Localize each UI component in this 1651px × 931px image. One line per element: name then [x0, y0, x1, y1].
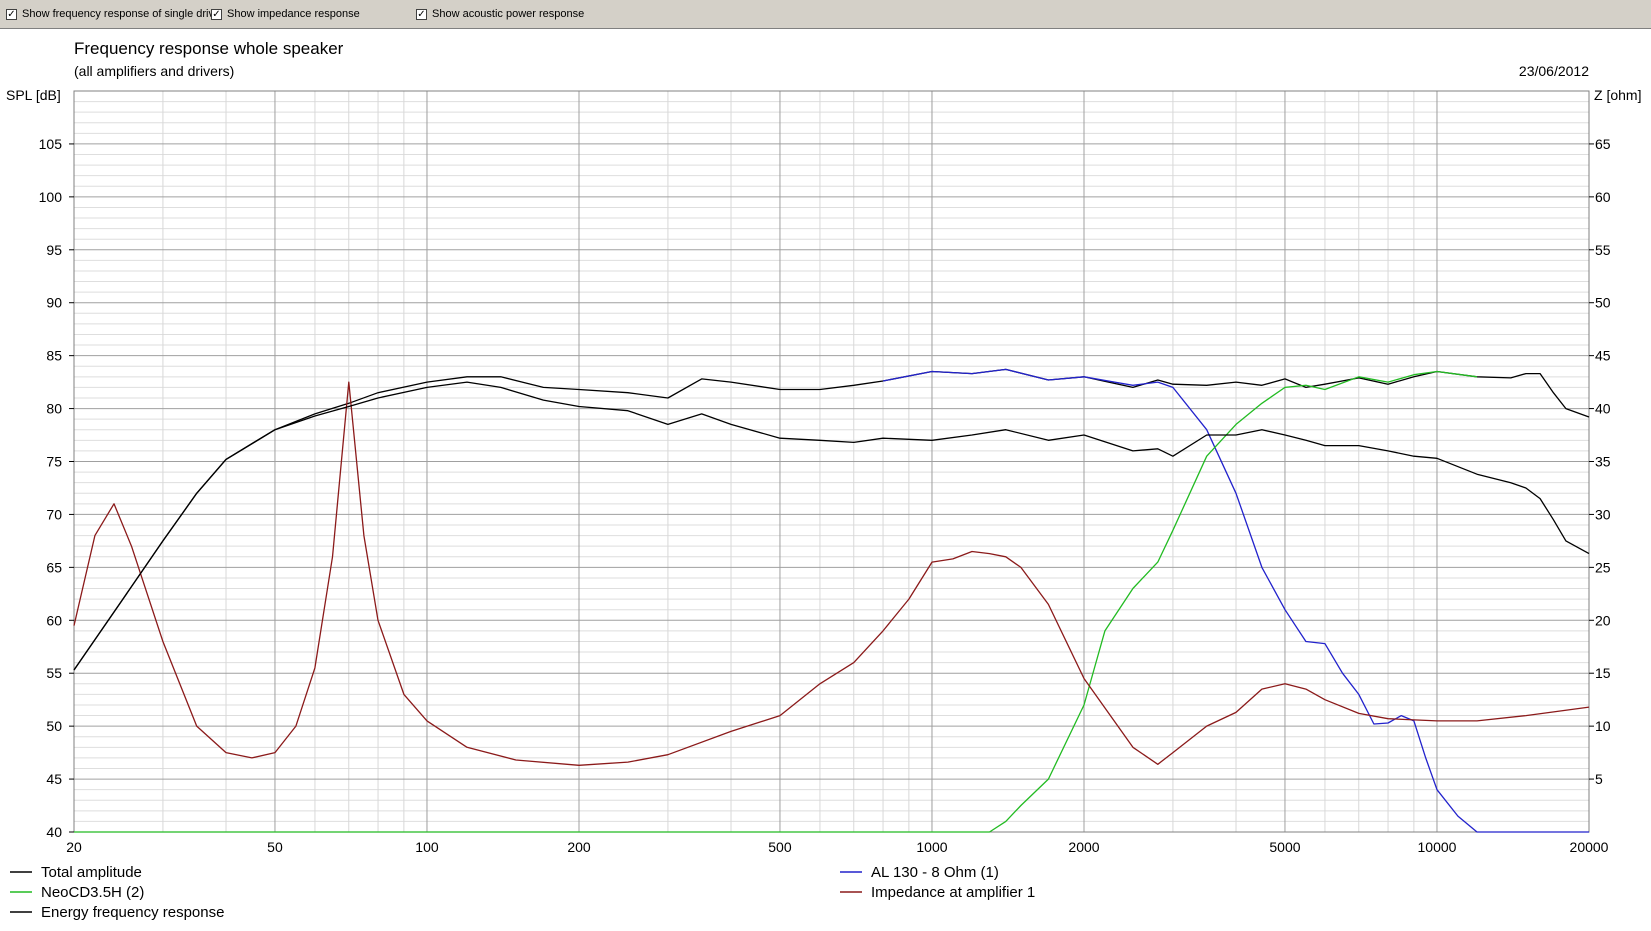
y-right-tick-label: 10: [1595, 718, 1611, 734]
chart-subtitle: (all amplifiers and drivers): [74, 63, 234, 79]
legend-label: Total amplitude: [41, 864, 142, 881]
y-right-tick-label: 15: [1595, 665, 1611, 681]
x-tick-label: 20: [66, 839, 82, 855]
legend-label: NeoCD3.5H (2): [41, 884, 144, 901]
y-right-tick-label: 40: [1595, 401, 1611, 417]
y-right-tick-label: 35: [1595, 454, 1611, 470]
x-tick-label: 500: [768, 839, 792, 855]
y-right-tick-label: 65: [1595, 136, 1611, 152]
minor-grid: [74, 91, 1589, 832]
y-left-tick-label: 95: [46, 242, 62, 258]
impedance-checkbox[interactable]: ✓: [211, 8, 222, 20]
x-tick-label: 1000: [916, 839, 947, 855]
acoustic-power-label: Show acoustic power response: [432, 8, 585, 20]
y-left-tick-label: 80: [46, 401, 62, 417]
x-tick-label: 50: [267, 839, 283, 855]
y-right-tick-label: 60: [1595, 189, 1611, 205]
y-right-tick-label: 50: [1595, 295, 1611, 311]
y-right-tick-label: 45: [1595, 348, 1611, 364]
series-line-2: [74, 370, 1478, 833]
y-left-tick-label: 45: [46, 771, 62, 787]
major-grid: [73, 90, 1590, 833]
y-left-tick-label: 60: [46, 612, 62, 628]
x-tick-label: 100: [415, 839, 439, 855]
axis-ticks: 20 50 100 200 500 1000 2000 5000 10000 20000 40 45 5…: [39, 136, 1611, 855]
x-tick-label: 20000: [1570, 839, 1609, 855]
y-left-axis-label: SPL [dB]: [6, 87, 61, 103]
single-drive-checkbox[interactable]: ✓: [6, 8, 17, 20]
x-tick-label: 10000: [1418, 839, 1457, 855]
x-tick-label: 2000: [1068, 839, 1099, 855]
y-right-tick-label: 30: [1595, 506, 1611, 522]
option-impedance[interactable]: ✓ Show impedance response: [211, 7, 360, 21]
legend-label: Energy frequency response: [41, 904, 224, 921]
y-left-tick-label: 40: [46, 824, 62, 840]
chart-title: Frequency response whole speaker: [74, 39, 344, 58]
option-acoustic-power[interactable]: ✓ Show acoustic power response: [416, 7, 584, 21]
series-line-0: [73, 368, 1590, 671]
y-right-tick-label: 5: [1595, 771, 1603, 787]
single-drive-label: Show frequency response of single drive: [22, 8, 221, 20]
y-right-tick-label: 25: [1595, 559, 1611, 575]
x-tick-label: 5000: [1269, 839, 1300, 855]
y-left-tick-label: 100: [39, 189, 63, 205]
series-line-3: [73, 381, 1590, 766]
y-left-tick-label: 65: [46, 559, 62, 575]
y-left-tick-label: 105: [39, 136, 63, 152]
frequency-response-chart: 20 50 100 200 500 1000 2000 5000 10000 20000 40 45 5…: [6, 39, 1641, 921]
series-line-4: [73, 381, 1590, 671]
legend-label: Impedance at amplifier 1: [871, 884, 1035, 901]
y-left-tick-label: 75: [46, 454, 62, 470]
impedance-label: Show impedance response: [227, 8, 360, 20]
y-left-tick-label: 70: [46, 506, 62, 522]
acoustic-power-checkbox[interactable]: ✓: [416, 8, 427, 20]
y-right-axis-label: Z [ohm]: [1594, 87, 1641, 103]
chart-date: 23/06/2012: [1519, 63, 1589, 79]
y-right-tick-label: 55: [1595, 242, 1611, 258]
y-left-tick-label: 85: [46, 348, 62, 364]
option-single-drive[interactable]: ✓ Show frequency response of single driv…: [6, 7, 220, 21]
legend: Total amplitude NeoCD3.5H (2) Energy frequ…: [10, 864, 1035, 921]
x-tick-label: 200: [567, 839, 591, 855]
y-right-tick-label: 20: [1595, 612, 1611, 628]
series-layer: [73, 368, 1590, 833]
y-left-tick-label: 90: [46, 295, 62, 311]
series-line-1: [882, 368, 1589, 833]
options-toolbar: ✓ Show frequency response of single driv…: [0, 0, 1651, 29]
legend-label: AL 130 - 8 Ohm (1): [871, 864, 999, 881]
y-left-tick-label: 50: [46, 718, 62, 734]
y-left-tick-label: 55: [46, 665, 62, 681]
